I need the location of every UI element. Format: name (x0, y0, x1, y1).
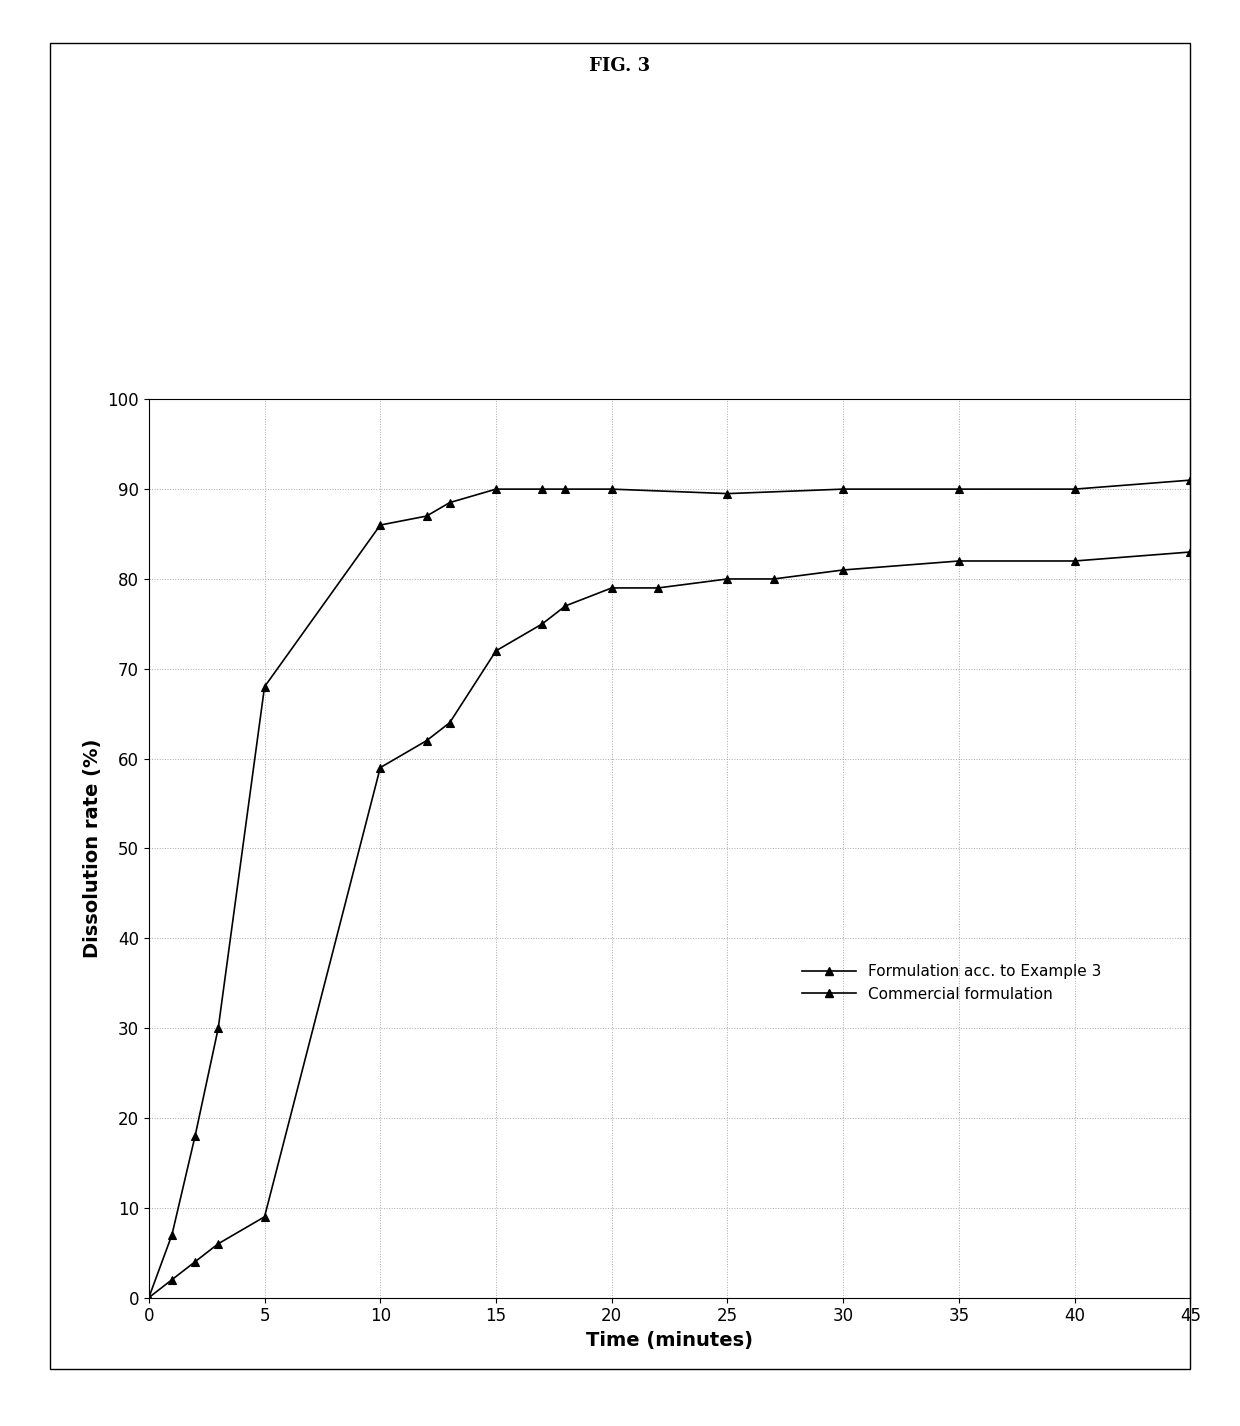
Text: FIG. 3: FIG. 3 (589, 57, 651, 76)
Legend: Formulation acc. to Example 3, Commercial formulation: Formulation acc. to Example 3, Commercia… (802, 964, 1101, 1001)
X-axis label: Time (minutes): Time (minutes) (587, 1330, 753, 1350)
Y-axis label: Dissolution rate (%): Dissolution rate (%) (83, 739, 102, 958)
